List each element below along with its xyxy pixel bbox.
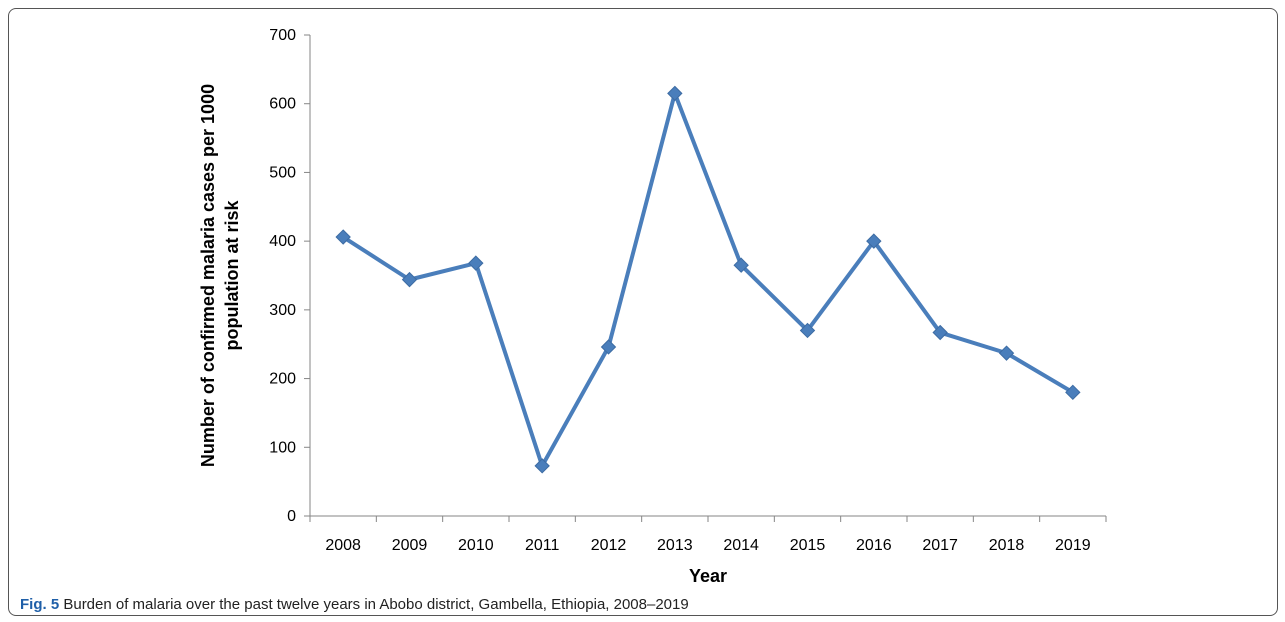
y-axis-title-line-2: population at risk	[222, 200, 242, 351]
y-tick-label: 700	[269, 27, 296, 44]
y-tick-label: 300	[269, 302, 296, 319]
x-tick-label: 2012	[591, 537, 627, 554]
data-point-marker	[799, 322, 816, 339]
data-point-marker	[534, 458, 550, 474]
figure-caption-text: Burden of malaria over the past twelve y…	[63, 596, 689, 613]
x-tick-label: 2018	[989, 537, 1025, 554]
figure-label: Fig. 5	[20, 596, 60, 613]
x-tick-label: 2019	[1055, 537, 1091, 554]
data-point-marker	[1065, 384, 1081, 401]
x-tick-label: 2016	[856, 537, 892, 554]
x-tick-label: 2009	[392, 537, 428, 554]
data-point-marker	[468, 255, 484, 271]
x-tick-label: 2014	[723, 537, 759, 554]
x-tick-label: 2010	[458, 537, 494, 554]
y-tick-label: 100	[269, 439, 296, 456]
data-point-marker	[733, 257, 749, 273]
x-axis: 2008 2009 2010 2011 2012 2013 2014 2015 2016 2017…	[309, 515, 1107, 554]
data-point-marker	[667, 85, 683, 102]
y-tick-label: 600	[269, 96, 296, 113]
x-axis-title: Year	[689, 566, 727, 586]
x-tick-label: 2011	[525, 537, 560, 554]
series-malaria-cases	[335, 85, 1081, 474]
y-tick-label: 500	[269, 164, 296, 181]
data-point-marker	[600, 339, 617, 355]
y-axis: 0 100 200 300 400 500 600 700	[269, 27, 311, 525]
data-point-marker	[932, 324, 948, 341]
data-point-marker	[866, 233, 882, 249]
x-tick-label: 2017	[922, 537, 958, 554]
data-point-marker	[401, 271, 418, 288]
x-tick-label: 2013	[657, 537, 693, 554]
x-tick-label: 2015	[790, 537, 826, 554]
y-tick-label: 400	[269, 233, 296, 250]
data-point-marker	[998, 345, 1015, 361]
figure-frame	[8, 8, 1278, 616]
data-point-marker	[335, 229, 351, 245]
x-tick-label: 2008	[325, 537, 361, 554]
y-tick-label: 200	[269, 371, 296, 388]
y-axis-title-line-1: Number of confirmed malaria cases per 10…	[198, 84, 218, 467]
series-line	[342, 91, 1074, 468]
figure-caption: Fig. 5 Burden of malaria over the past t…	[20, 596, 689, 613]
y-tick-label: 0	[287, 508, 296, 525]
